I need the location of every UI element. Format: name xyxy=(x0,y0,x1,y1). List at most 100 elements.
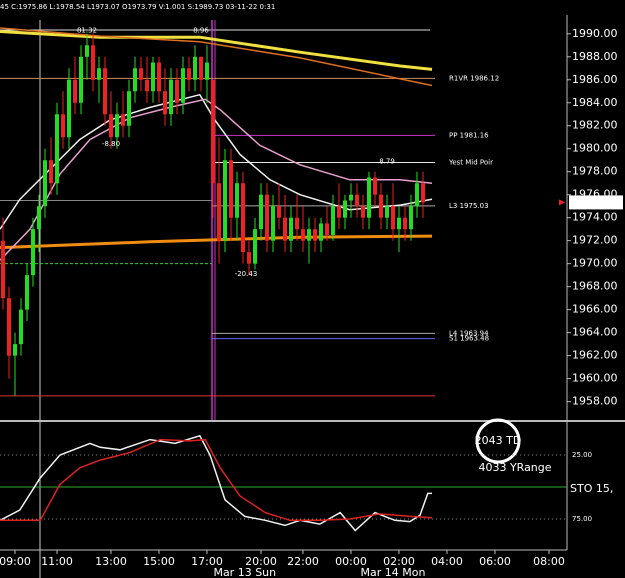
annotation: 81.32 xyxy=(77,26,97,34)
y-tick-label: 1964.00 xyxy=(572,326,618,339)
candle-body xyxy=(295,217,299,230)
candle-body xyxy=(163,91,167,115)
candle-body xyxy=(289,217,293,241)
candle-body xyxy=(253,229,257,264)
candle-body xyxy=(133,68,137,92)
candle-body xyxy=(211,79,215,184)
candle-body xyxy=(307,229,311,241)
level-label: S1 1963.48 xyxy=(449,335,489,343)
y-tick-label: 1960.00 xyxy=(572,372,618,385)
candle-body xyxy=(349,194,353,201)
indicator-label: STO 15, xyxy=(570,482,613,495)
candle-body xyxy=(205,62,209,80)
candle-body xyxy=(247,252,251,264)
candle-body xyxy=(283,217,287,241)
moving-average xyxy=(0,98,433,261)
y-tick-label: 1978.00 xyxy=(572,165,618,178)
y-tick-label: 25.00 xyxy=(572,451,592,459)
candle-body xyxy=(109,114,113,138)
candle-body xyxy=(235,183,239,218)
candle-body xyxy=(67,79,71,138)
candle-body xyxy=(121,114,125,126)
level-label: L4 1963.94 xyxy=(449,329,489,337)
moving-average xyxy=(0,30,433,71)
annotation: 8.96 xyxy=(193,26,209,34)
candle-body xyxy=(259,194,263,230)
stochastic-line xyxy=(0,438,433,522)
date-label: Mar 13 Sun xyxy=(213,566,276,578)
candle-body xyxy=(49,160,53,184)
candle-body xyxy=(73,79,77,103)
x-tick-label: 17:00 xyxy=(191,555,223,568)
level-label: PP 1981.16 xyxy=(449,131,489,139)
x-tick-label: 08:00 xyxy=(533,555,565,568)
candle-body xyxy=(7,298,11,356)
last-price-arrow xyxy=(559,199,565,206)
candle-body xyxy=(217,183,221,241)
candle-body xyxy=(115,114,119,138)
candle-body xyxy=(145,79,149,92)
level-label: R1VR 1986.12 xyxy=(449,74,499,82)
candle-body xyxy=(193,56,197,80)
header: 45 C:1975.86 L:1978.54 L1973.07 O1973.79… xyxy=(0,3,275,11)
candle-body xyxy=(55,114,59,184)
y-tick-label: 1972.00 xyxy=(572,234,618,247)
candle-body xyxy=(103,68,107,115)
x-tick-label: 11:00 xyxy=(41,555,73,568)
x-tick-label: 06:00 xyxy=(479,555,511,568)
candle-body xyxy=(157,62,161,92)
y-tick-label: 1984.00 xyxy=(572,96,618,109)
candle-body xyxy=(343,200,347,218)
candle-body xyxy=(379,194,383,218)
y-tick-label: 1988.00 xyxy=(572,50,618,63)
candle-body xyxy=(181,68,185,103)
candle-body xyxy=(421,183,425,203)
y-tick-label: 1974.00 xyxy=(572,211,618,224)
annotation: 8.79 xyxy=(379,157,395,165)
candle-body xyxy=(151,62,155,92)
x-tick-label: 04:00 xyxy=(431,555,463,568)
x-tick-label: 00:00 xyxy=(335,555,367,568)
x-tick-label: 09:00 xyxy=(0,555,31,568)
candle-body xyxy=(169,79,173,115)
stochastic-line xyxy=(0,434,432,532)
note: 2043 TD xyxy=(475,434,522,447)
level-label: L3 1975.03 xyxy=(449,202,489,210)
candle-body xyxy=(367,177,371,218)
candle-body xyxy=(37,206,41,230)
candle-body xyxy=(319,223,323,241)
highlight-circle xyxy=(475,418,521,464)
candle-body xyxy=(91,45,95,80)
candle-body xyxy=(79,56,83,103)
candle-body xyxy=(409,206,413,230)
candle-body xyxy=(175,79,179,103)
candle-body xyxy=(373,177,377,195)
y-tick-label: 1980.00 xyxy=(572,142,618,155)
candle-body xyxy=(397,217,401,230)
candle-body xyxy=(223,160,227,241)
candle-body xyxy=(415,183,419,207)
candle-body xyxy=(313,229,317,241)
candle-body xyxy=(337,206,341,218)
annotation: -8.80 xyxy=(102,140,120,148)
y-tick-label: 75.00 xyxy=(572,515,592,523)
x-tick-label: 22:00 xyxy=(287,555,319,568)
candle-body xyxy=(13,344,17,356)
y-tick-label: 1968.00 xyxy=(572,280,618,293)
candle-body xyxy=(199,56,203,80)
last-price-box xyxy=(569,195,623,210)
candle-body xyxy=(301,229,305,241)
y-tick-label: 1962.00 xyxy=(572,349,618,362)
candle-body xyxy=(391,206,395,230)
moving-average xyxy=(0,93,433,230)
candle-body xyxy=(31,229,35,276)
candle-body xyxy=(19,309,23,345)
candle-body xyxy=(43,160,47,207)
candle-body xyxy=(271,206,275,241)
last-price-label: 1975.33 xyxy=(571,195,617,208)
y-tick-label: 1970.00 xyxy=(572,257,618,270)
candle-body xyxy=(277,206,281,218)
candle-body xyxy=(325,223,329,235)
